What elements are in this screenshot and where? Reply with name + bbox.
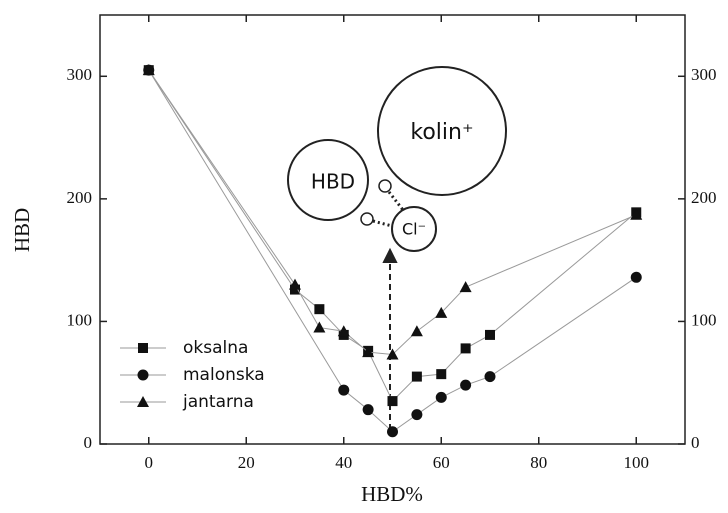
y2-tick-label: 300 bbox=[691, 65, 717, 84]
legend-label: malonska bbox=[183, 365, 265, 385]
marker bbox=[411, 409, 423, 421]
marker bbox=[630, 208, 643, 220]
y-tick-label: 0 bbox=[84, 433, 93, 452]
y-tick-label: 200 bbox=[67, 188, 93, 207]
x-axis-title: HBD% bbox=[361, 482, 423, 506]
marker bbox=[436, 369, 447, 380]
x-tick-label: 40 bbox=[335, 453, 352, 472]
plot-frame bbox=[99, 14, 686, 445]
x-tick-label: 100 bbox=[624, 453, 650, 472]
diagram bbox=[287, 66, 507, 430]
marker bbox=[387, 426, 398, 438]
y2-tick-label: 0 bbox=[691, 433, 700, 452]
marker bbox=[313, 321, 326, 333]
y2-tick-label: 200 bbox=[691, 188, 717, 207]
marker bbox=[411, 371, 422, 382]
legend-label: jantarna bbox=[182, 392, 254, 412]
annotation: kolin⁺ bbox=[410, 120, 473, 145]
kolin-circle bbox=[377, 66, 507, 196]
marker bbox=[142, 64, 155, 76]
x-tick-label: 60 bbox=[433, 453, 450, 472]
legend-label: oksalna bbox=[183, 338, 248, 358]
marker bbox=[337, 325, 350, 337]
marker bbox=[459, 281, 472, 293]
marker bbox=[435, 391, 447, 403]
marker bbox=[338, 384, 350, 396]
legend-marker bbox=[137, 369, 149, 381]
h-bond bbox=[387, 191, 405, 211]
y-tick-label: 300 bbox=[67, 65, 93, 84]
marker bbox=[435, 306, 448, 318]
hbd-circle bbox=[287, 139, 369, 221]
marker bbox=[485, 329, 495, 340]
y-tick-label: 100 bbox=[67, 310, 93, 329]
marker bbox=[362, 404, 374, 416]
marker bbox=[484, 371, 496, 383]
series-line bbox=[148, 69, 637, 356]
h-bond bbox=[372, 219, 393, 228]
arrow-head bbox=[382, 247, 398, 263]
marker bbox=[362, 346, 375, 358]
marker bbox=[410, 325, 423, 337]
x-tick-label: 80 bbox=[530, 453, 547, 472]
cl-circle bbox=[391, 206, 437, 252]
legend-marker bbox=[137, 396, 149, 407]
legend-marker bbox=[138, 343, 148, 353]
h-atom bbox=[360, 212, 374, 226]
marker bbox=[314, 304, 325, 315]
marker bbox=[386, 348, 399, 360]
y-axis-title: HBD bbox=[10, 208, 34, 252]
annotation: Cl⁻ bbox=[402, 220, 426, 239]
marker bbox=[460, 379, 472, 391]
x-tick-label: 0 bbox=[145, 453, 154, 472]
y2-tick-label: 100 bbox=[691, 310, 717, 329]
marker bbox=[630, 271, 642, 283]
h-atom bbox=[378, 179, 392, 193]
marker bbox=[387, 396, 398, 407]
x-tick-label: 20 bbox=[238, 453, 255, 472]
marker bbox=[460, 343, 471, 354]
annotation: HBD bbox=[311, 170, 355, 194]
marker bbox=[289, 278, 301, 290]
